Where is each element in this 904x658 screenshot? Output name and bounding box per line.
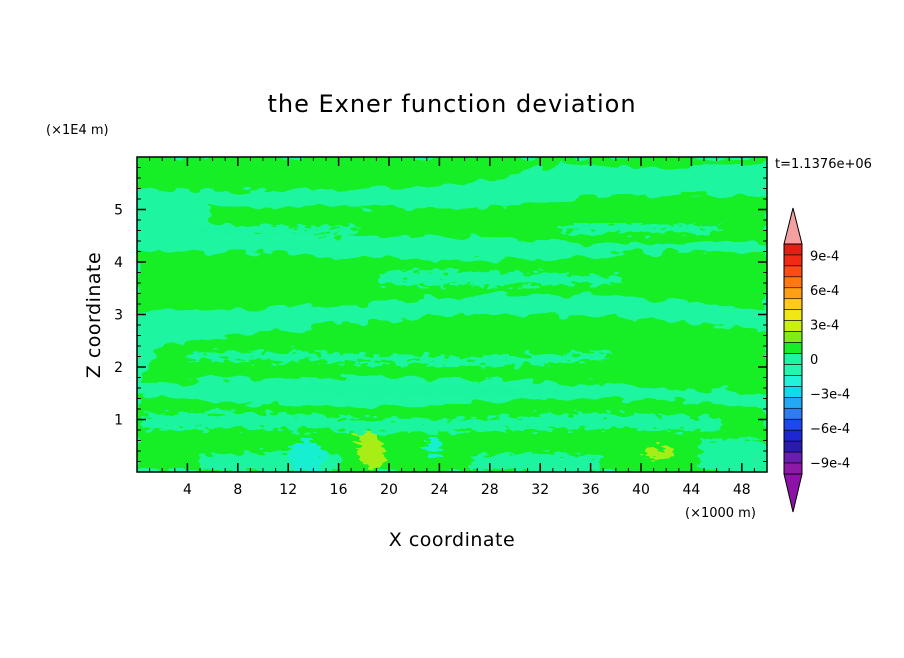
colorbar-tick-label: 0 xyxy=(810,353,818,368)
y-axis-label: Z coordinate xyxy=(83,252,105,378)
colorbar-swatch xyxy=(783,342,803,354)
colorbar-swatch xyxy=(783,298,803,311)
colorbar-tick-label: 3e-4 xyxy=(810,319,839,334)
small-features xyxy=(288,431,674,472)
y-axis-unit: (×1E4 m) xyxy=(46,123,109,138)
x-axis-label: X coordinate xyxy=(389,529,515,551)
x-tick-label: 40 xyxy=(632,482,650,498)
colorbar-swatch xyxy=(783,397,803,409)
x-tick-label: 12 xyxy=(279,482,297,498)
x-tick-label: 16 xyxy=(330,482,348,498)
region-cyan-2 xyxy=(424,438,442,455)
colorbar-swatch xyxy=(783,440,803,453)
plot-area xyxy=(137,157,767,472)
colorbar: 9e-4 6e-4 3e-4 0 −3e-4 −6e-4 −9e-4 xyxy=(783,207,850,513)
colorbar-tick-label: −3e-4 xyxy=(810,388,850,403)
colorbar-tick-label: −6e-4 xyxy=(810,422,850,437)
colorbar-swatch xyxy=(783,353,803,365)
colorbar-swatch xyxy=(783,243,803,256)
colorbar-swatch xyxy=(783,287,803,300)
colorbar-swatch xyxy=(783,386,803,398)
x-tick-label: 32 xyxy=(531,482,549,498)
time-label: t=1.1376e+06 xyxy=(775,157,872,172)
colorbar-swatch xyxy=(783,375,803,387)
region-mint-streak-2 xyxy=(560,223,720,234)
y-tick-label: 1 xyxy=(114,413,123,429)
region-mint-streak-1 xyxy=(200,224,356,235)
colorbar-swatch xyxy=(783,309,803,321)
y-tick-label: 4 xyxy=(114,255,123,271)
colorbar-tick-label: 9e-4 xyxy=(810,250,839,265)
colorbar-swatch xyxy=(783,254,803,267)
colorbar-swatch xyxy=(783,265,803,278)
x-tick-label: 36 xyxy=(582,482,600,498)
colorbar-swatch xyxy=(783,407,803,420)
colorbar-frame xyxy=(783,243,803,475)
x-tick-label: 48 xyxy=(733,482,751,498)
x-tick-label: 4 xyxy=(183,482,192,498)
region-mint-streak-6 xyxy=(140,412,720,433)
colorbar-swatch xyxy=(783,451,803,464)
mint-streaks xyxy=(140,223,767,472)
y-tick-label: 2 xyxy=(114,360,123,376)
region-mint-streak-4 xyxy=(190,351,610,366)
region-mint-streak-5 xyxy=(300,383,560,397)
x-tick-label: 8 xyxy=(233,482,242,498)
y-tick-label: 5 xyxy=(114,203,123,219)
chart-title: the Exner function deviation xyxy=(267,90,636,118)
colorbar-swatch xyxy=(783,364,803,376)
region-green-top xyxy=(137,157,767,192)
colorbar-swatch xyxy=(783,418,803,431)
region-cyan-1 xyxy=(288,440,325,472)
colorbar-swatch xyxy=(783,276,803,289)
x-axis-unit: (×1000 m) xyxy=(685,506,756,521)
x-tick-label: 20 xyxy=(380,482,398,498)
colorbar-swatch xyxy=(783,331,803,343)
colorbar-over-triangle xyxy=(783,207,803,245)
colorbar-swatch xyxy=(783,462,803,475)
colorbar-tick-label: 6e-4 xyxy=(810,284,839,299)
region-yellowgreen-1 xyxy=(356,431,385,468)
region-mint-streak-9 xyxy=(700,439,767,472)
x-axis-ticks: 4 8 12 16 20 24 28 32 36 40 44 48 xyxy=(149,157,755,498)
region-mint-streak-3 xyxy=(380,270,620,286)
x-tick-label: 24 xyxy=(430,482,448,498)
region-yellowgreen-2 xyxy=(644,446,674,460)
colorbar-under-triangle xyxy=(783,473,803,513)
y-tick-label: 3 xyxy=(114,308,123,324)
region-green-lower xyxy=(140,313,767,395)
region-mint-streak-8 xyxy=(470,453,600,472)
y-axis-ticks: 1 2 3 4 5 xyxy=(114,167,767,462)
x-tick-label: 28 xyxy=(481,482,499,498)
x-tick-label: 44 xyxy=(682,482,700,498)
colorbar-swatch xyxy=(783,320,803,332)
colorbar-tick-label: −9e-4 xyxy=(810,457,850,472)
colorbar-swatch xyxy=(783,429,803,442)
